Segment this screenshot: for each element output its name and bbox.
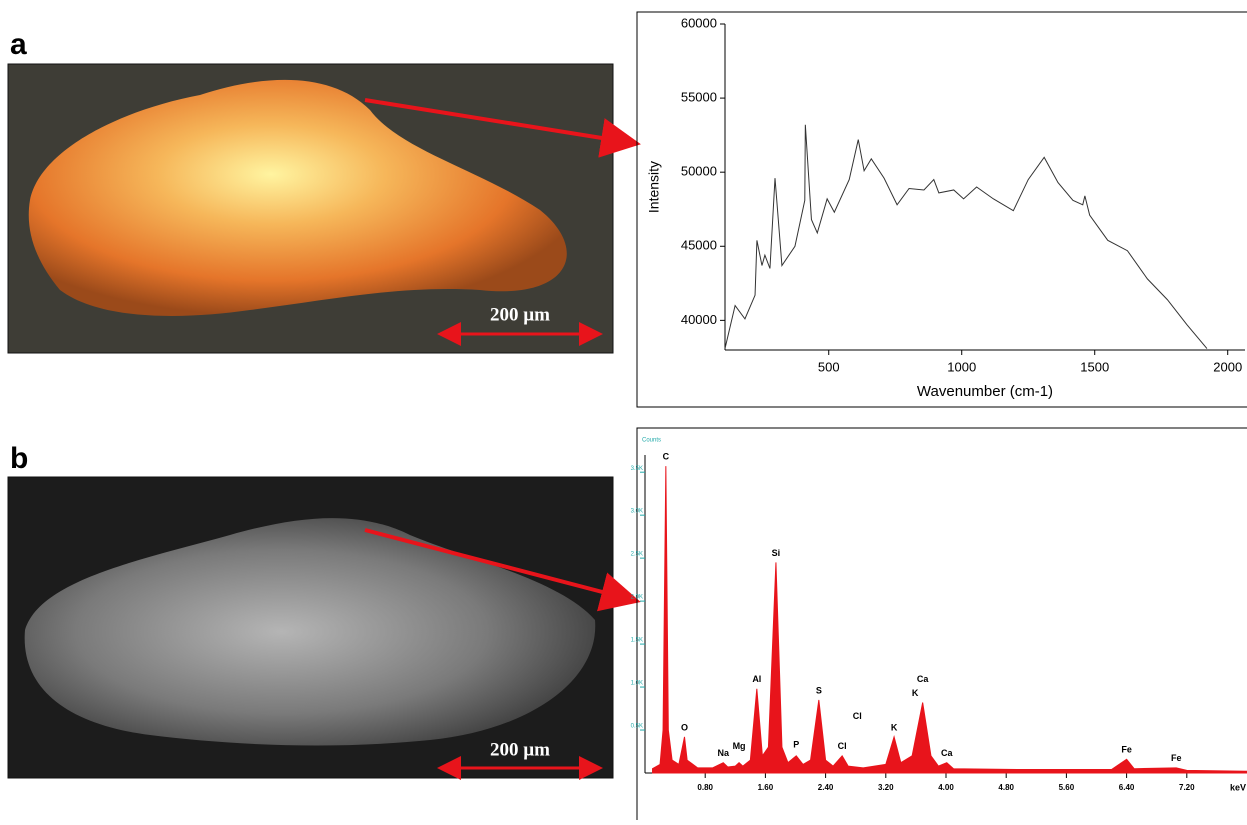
y-tick-label: 45000 [681,238,717,253]
y-tick-label: 0.5K [631,724,643,730]
panel-label: a [10,28,27,61]
y-tick-label: 2.5K [631,552,643,558]
y-tick-label: 1.5K [631,638,643,644]
x-tick-label: 1.60 [758,783,774,792]
peak-label: K [891,722,898,732]
x-tick-label: 4.00 [938,783,954,792]
y-tick-label: 60000 [681,15,717,30]
y-tick-label: 3.0K [631,509,643,515]
peak-label: Fe [1171,753,1182,763]
x-axis-label: Wavenumber (cm-1) [917,383,1053,400]
x-tick-label: 0.80 [697,783,713,792]
peak-label: K [912,688,919,698]
figure: a b 200 µm 200 µm 40000 45000 50000 55000 60… [0,0,1247,820]
peak-label: Si [772,548,781,558]
x-tick-label: 2.40 [818,783,834,792]
y-axis-label: Counts [642,438,661,444]
scale-label: 200 µm [490,304,550,325]
chart-frame [637,428,1247,820]
y-axis-label: Intensity [646,161,662,213]
y-tick-label: 1.0K [631,681,643,687]
scale-label: 200 µm [490,739,550,760]
y-tick-label: 50000 [681,164,717,179]
panel-label: b [10,442,28,475]
peak-label: C [663,452,670,462]
peak-label: Fe [1121,745,1132,755]
x-tick-label: 500 [818,359,840,374]
x-tick-label: 7.20 [1179,783,1195,792]
spectrum-area [653,466,1247,773]
x-tick-label: 2000 [1213,359,1242,374]
x-axis-label: keV [1230,782,1246,792]
peak-label: Ca [941,748,953,758]
peak-label: Cl [838,741,847,751]
x-tick-label: 3.20 [878,783,894,792]
x-tick-label: 1500 [1080,359,1109,374]
y-tick-label: 3.5K [631,466,643,472]
x-tick-label: 4.80 [998,783,1014,792]
y-tick-label: 2.0K [631,595,643,601]
y-tick-label: 55000 [681,90,717,105]
x-tick-label: 6.40 [1119,783,1135,792]
x-tick-label: 5.60 [1059,783,1075,792]
sem-micrograph [8,477,613,778]
x-tick-label: 1000 [947,359,976,374]
y-tick-label: 40000 [681,312,717,327]
chart-frame [637,12,1247,407]
peak-label: O [681,722,688,732]
peak-label: P [793,739,799,749]
peak-label: Cl [853,711,862,721]
peak-label: Na [718,748,730,758]
peak-label: S [816,685,822,695]
peak-label: Mg [733,741,746,751]
peak-label: Ca [917,674,929,684]
peak-label: Al [752,674,761,684]
spectrum-line [725,125,1207,349]
